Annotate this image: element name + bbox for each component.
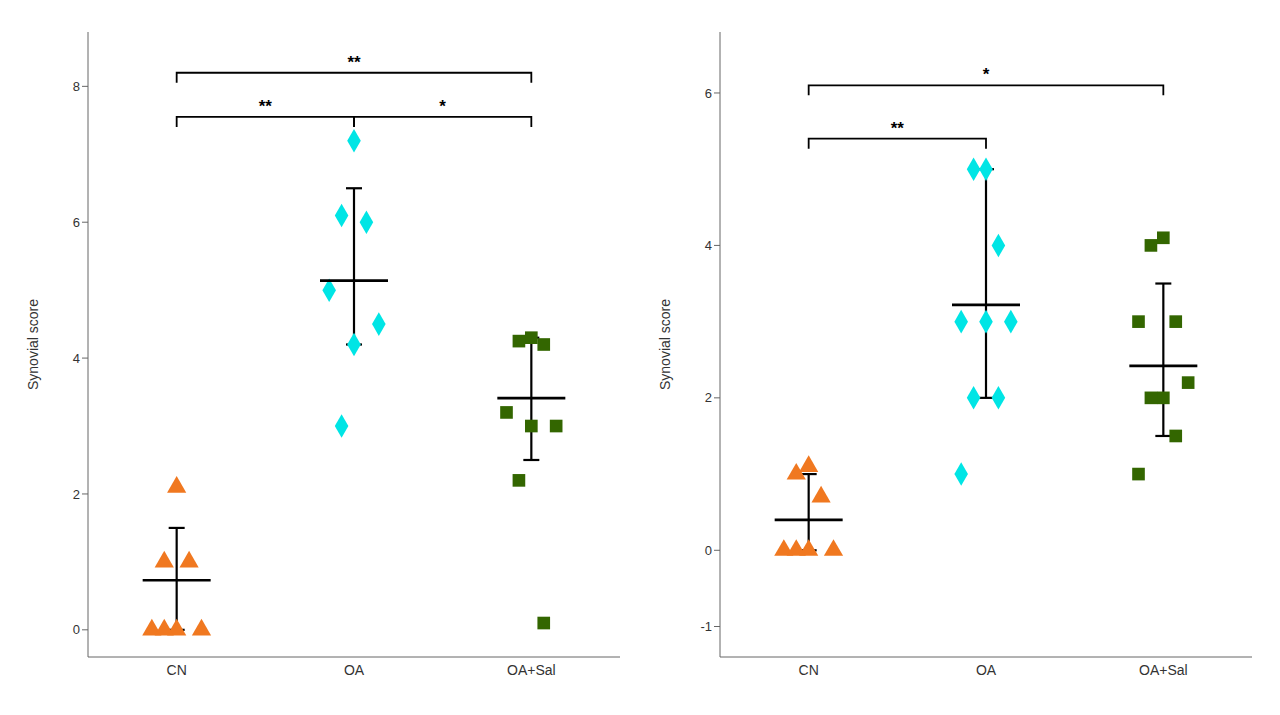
svg-text:2: 2	[73, 487, 80, 502]
svg-text:CN: CN	[799, 662, 819, 678]
svg-text:0: 0	[705, 543, 712, 558]
svg-text:6: 6	[73, 215, 80, 230]
svg-text:Synovial score: Synovial score	[25, 299, 41, 390]
svg-text:0: 0	[73, 622, 80, 637]
svg-text:*: *	[439, 97, 446, 116]
svg-text:*: *	[983, 65, 990, 84]
svg-text:-1: -1	[700, 619, 712, 634]
svg-text:CN: CN	[167, 662, 187, 678]
svg-text:6: 6	[705, 86, 712, 101]
svg-text:Synovial score: Synovial score	[657, 299, 673, 390]
svg-text:OA: OA	[976, 662, 997, 678]
svg-text:**: **	[891, 119, 905, 138]
svg-text:2: 2	[705, 390, 712, 405]
svg-text:OA+Sal: OA+Sal	[1139, 662, 1188, 678]
svg-text:4: 4	[705, 238, 712, 253]
svg-text:OA: OA	[344, 662, 365, 678]
svg-text:8: 8	[73, 79, 80, 94]
svg-text:OA+Sal: OA+Sal	[507, 662, 556, 678]
svg-text:**: **	[347, 53, 361, 72]
svg-text:**: **	[259, 97, 273, 116]
svg-text:4: 4	[73, 351, 80, 366]
